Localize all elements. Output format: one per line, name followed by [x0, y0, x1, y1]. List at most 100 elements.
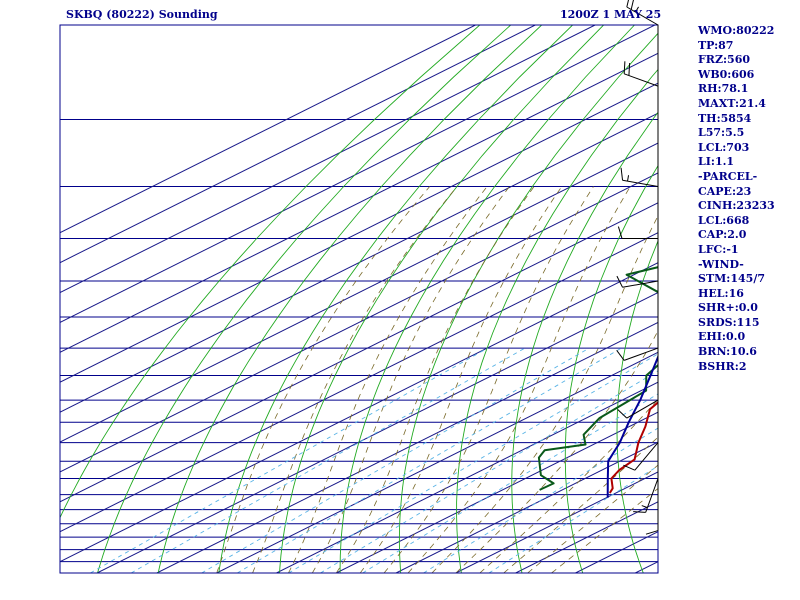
moist-adiabat-line [455, 329, 658, 573]
wind-barb-feather [645, 530, 659, 535]
wind-barb [645, 478, 659, 513]
sounding-index-item: LCL:703 [698, 140, 750, 154]
isotherm-line [96, 291, 658, 573]
mixing-ratio-line [423, 427, 658, 573]
isotherm-line [276, 381, 658, 573]
sounding-index-item: L57:5.5 [698, 126, 745, 140]
isotherm-line [156, 321, 658, 573]
wind-barb [626, 399, 659, 419]
moist-adiabat-line [216, 186, 431, 573]
sounding-index-item: STM:145/7 [698, 272, 765, 286]
moist-adiabat-line [252, 186, 458, 573]
wind-barb-feather [633, 511, 646, 513]
sounding-index-item: CAPE:23 [698, 184, 752, 198]
moist-adiabat-line [431, 215, 658, 573]
dry-adiabat-line [60, 25, 481, 519]
sounding-index-item: TH:5854 [698, 111, 752, 125]
wind-barb-feather [635, 6, 639, 13]
parcel-trace [606, 354, 658, 498]
chart-grid [60, 25, 658, 573]
temperature-trace [608, 401, 658, 494]
sounding-index-item: SHR+:0.0 [698, 301, 758, 315]
isotherm-line [60, 232, 658, 533]
mixing-ratio-line [237, 347, 622, 573]
isotherm-line [60, 172, 658, 473]
isotherm-line [60, 202, 658, 503]
wind-barb-feather [626, 0, 629, 8]
moist-adiabat-line [359, 186, 563, 573]
dry-adiabat-line [511, 111, 658, 573]
moist-adiabat-line [311, 186, 510, 573]
dry-adiabat-line [97, 25, 512, 573]
wind-barbs [616, 0, 659, 535]
isotherm-line [60, 262, 658, 563]
wind-barb-feather [616, 350, 625, 361]
sounding-index-item: RH:78.1 [698, 82, 749, 96]
dry-adiabat-line [398, 32, 658, 573]
chart-title: SKBQ (80222) Sounding [66, 8, 218, 21]
isotherm-line [60, 25, 536, 264]
moist-adiabat-line [288, 186, 488, 573]
wind-barb-feather [616, 275, 623, 288]
sounding-index-item: HEL:16 [698, 286, 744, 300]
mixing-ratio-line [288, 353, 658, 573]
isotherm-line [60, 112, 658, 413]
wind-barb-feather [628, 63, 631, 76]
isotherm-line [216, 351, 658, 573]
sounding-index-item: FRZ:560 [698, 53, 751, 67]
dry-adiabat-line [456, 68, 658, 573]
moist-adiabat-line [383, 186, 594, 573]
wind-barb-feather [617, 409, 628, 419]
isotherm-line [336, 411, 658, 573]
wind-barb [622, 280, 659, 288]
wind-barb-feather [630, 0, 634, 10]
wind-barb [634, 442, 659, 471]
sounding-index-item: WMO:80222 [698, 24, 775, 37]
plot-frame [59, 24, 659, 574]
wind-barb-feather [620, 167, 624, 181]
isotherm-line [60, 52, 658, 353]
isotherm-line [60, 25, 596, 294]
dry-adiabat-line [616, 239, 658, 573]
wind-barb [624, 347, 659, 361]
sounding-index-item: LFC:-1 [698, 242, 739, 256]
wind-barb [622, 179, 659, 188]
sounding-traces [537, 266, 658, 498]
wind-barb [626, 6, 659, 26]
sounding-index-item: EHI:0.0 [698, 330, 746, 344]
sounding-index-item: TP:87 [698, 38, 734, 52]
dry-adiabat-line [157, 25, 543, 573]
sounding-index-item: LCL:668 [698, 213, 750, 227]
dewpoint-trace [537, 266, 658, 491]
moist-adiabat-line [407, 186, 631, 573]
sounding-indices: WMO:80222 TP:87 FRZ:560 WB0:606 RH:78.1 MAXT:… [698, 24, 775, 374]
dry-adiabat-line [279, 25, 604, 573]
wind-barb-feather [623, 464, 636, 471]
chart-valid-time: 1200Z 1 MAY 25 [560, 8, 662, 21]
mixing-ratio-line [488, 465, 658, 573]
sounding-index-item: WB0:606 [698, 67, 755, 81]
dry-adiabat-line [218, 25, 573, 573]
isotherm-line [60, 82, 658, 383]
sounding-index-item: -WIND- [698, 257, 744, 271]
wind-barb-feather [623, 61, 626, 74]
wind-barb-feather [627, 175, 630, 182]
wind-barb [624, 73, 659, 87]
sounding-index-item: MAXT:21.4 [698, 96, 766, 110]
sounding-index-item: BRN:10.6 [698, 345, 757, 359]
wind-barb-feather [617, 226, 623, 239]
mixing-ratio-line [90, 347, 488, 573]
moist-adiabat-line [479, 398, 658, 573]
sounding-index-item: -PARCEL- [698, 169, 758, 183]
mixing-ratio-line [362, 393, 658, 573]
isotherm-line [60, 25, 656, 323]
mixing-ratio-line [201, 347, 590, 573]
dry-adiabat-line [564, 164, 658, 573]
sounding-index-item: CAP:2.0 [698, 228, 747, 242]
sounding-index-item: SRDS:115 [698, 315, 760, 329]
sounding-index-item: CINH:23233 [698, 199, 775, 213]
mixing-ratio-line [130, 347, 526, 573]
wind-barb-feather [641, 505, 648, 509]
isotherm-line [60, 25, 476, 234]
